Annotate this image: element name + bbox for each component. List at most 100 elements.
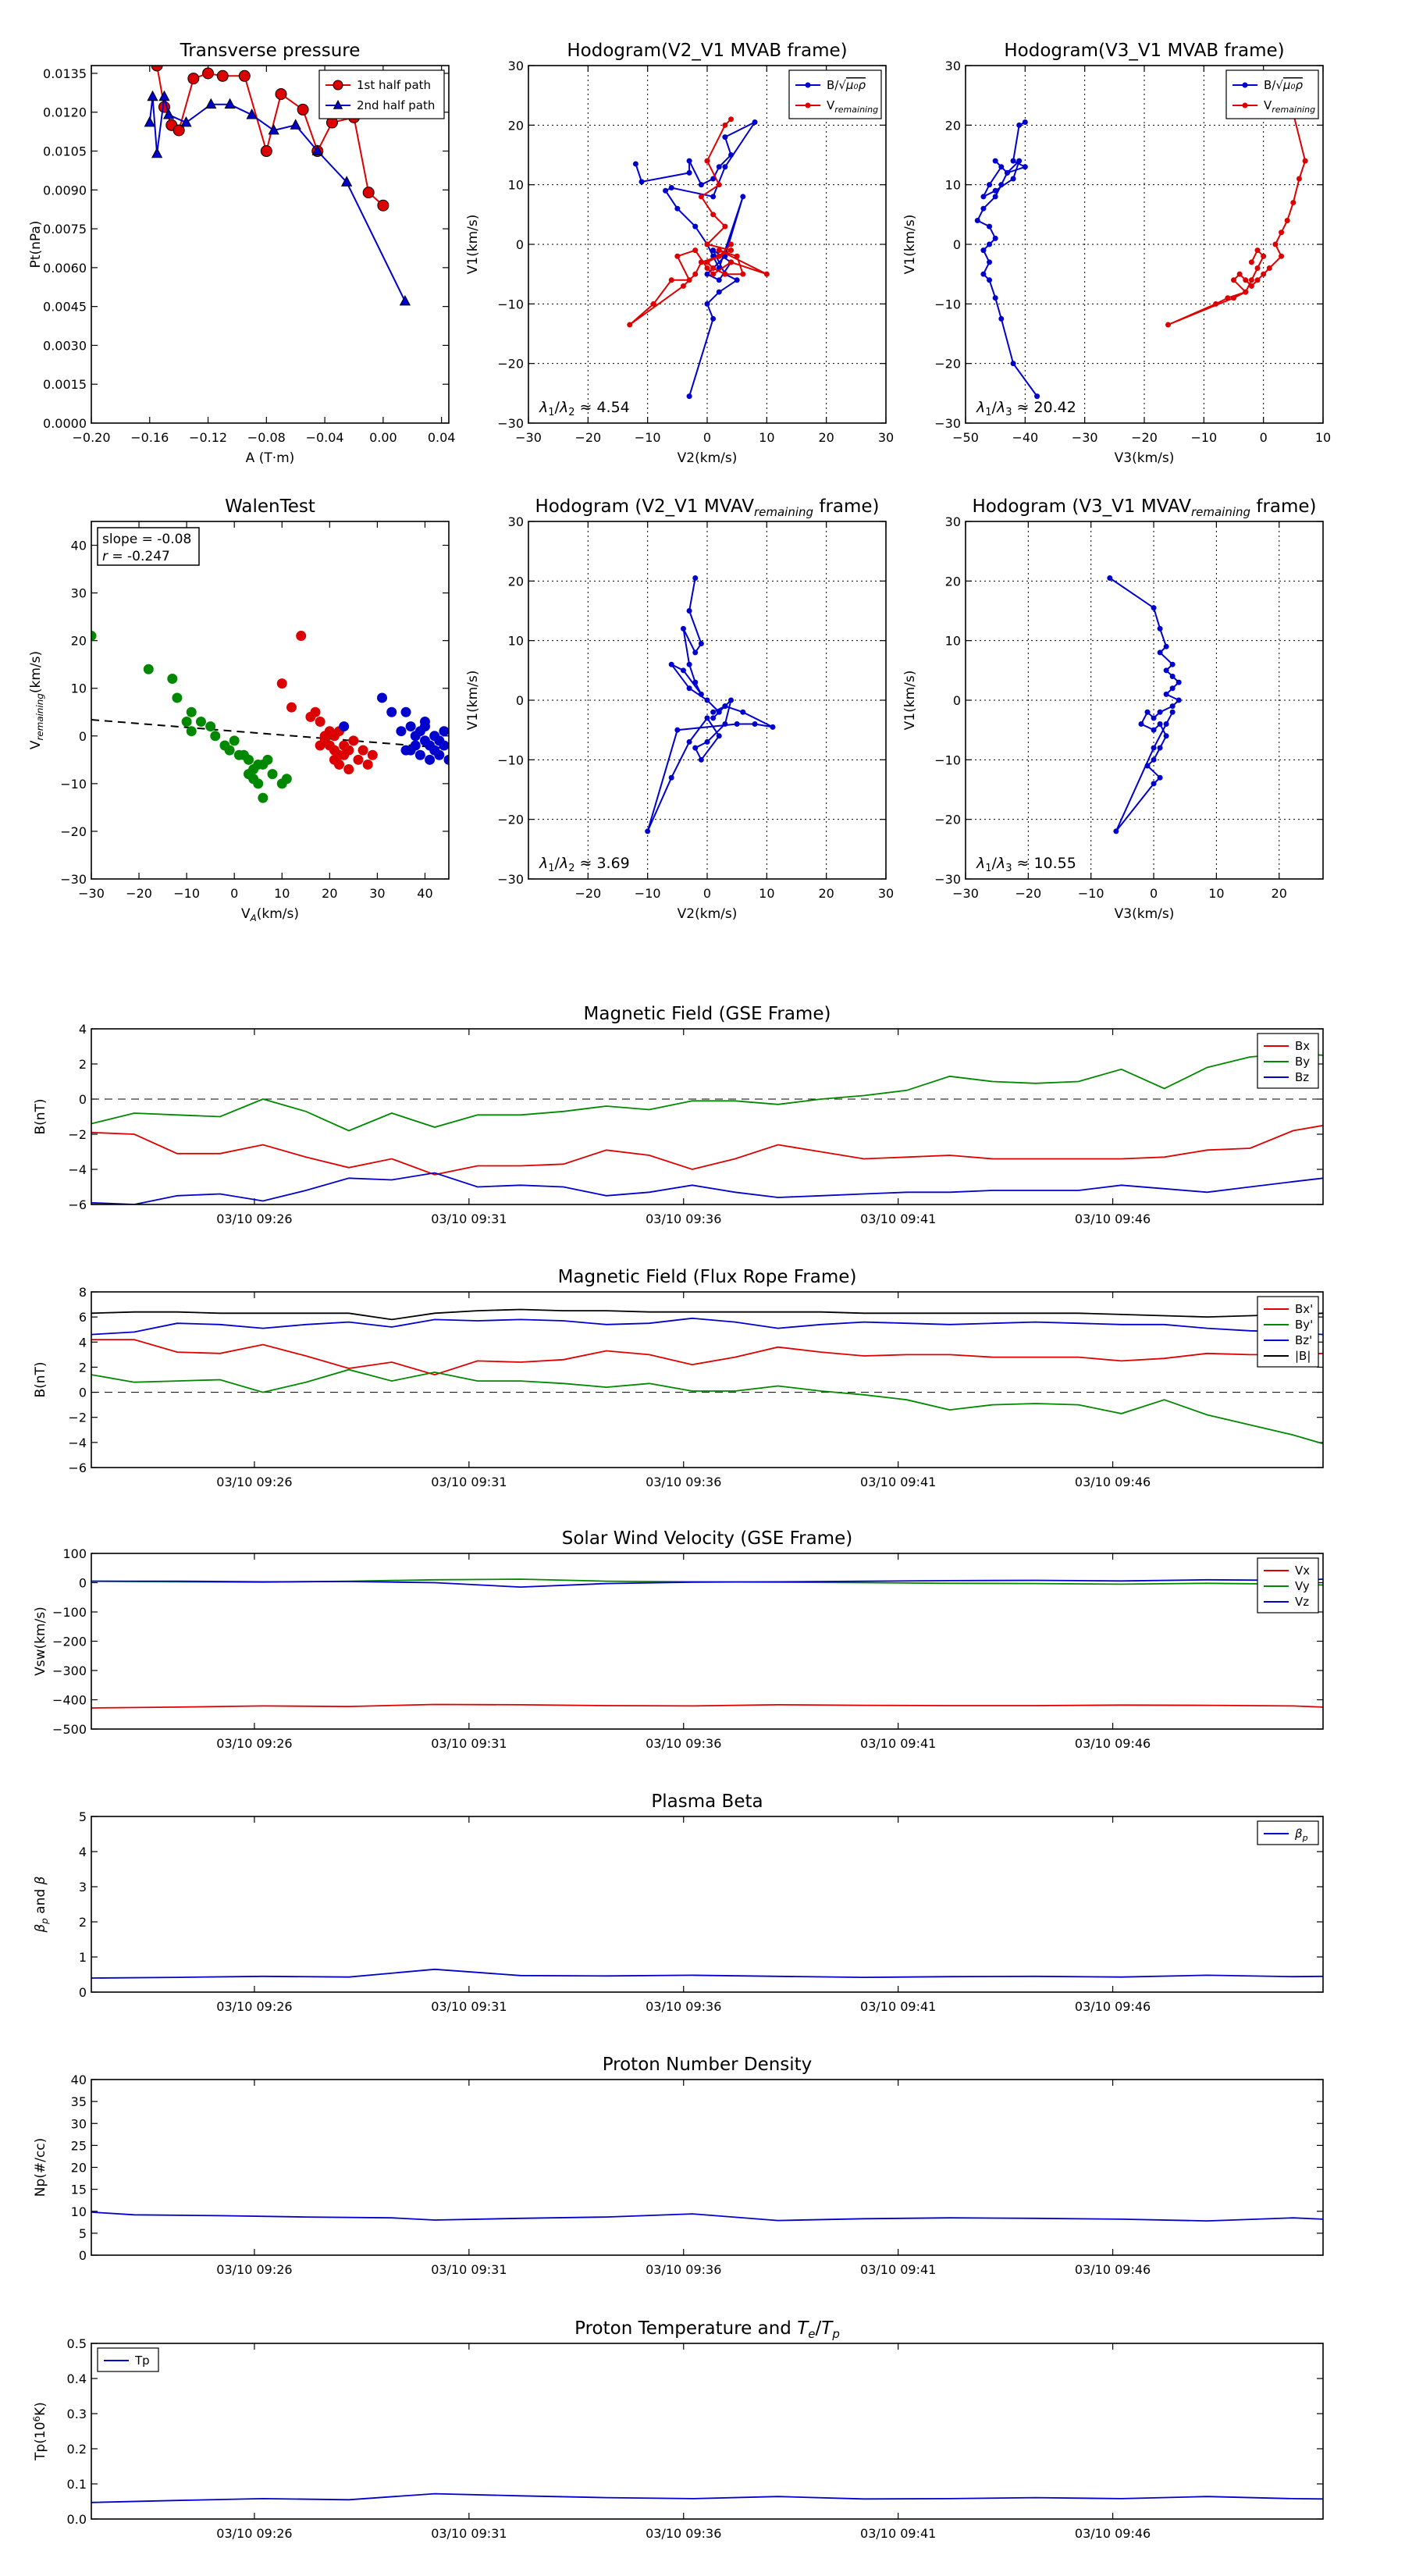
data-point — [987, 277, 993, 283]
data-point — [343, 745, 354, 756]
data-point — [1163, 643, 1169, 649]
y-tick-label: −100 — [52, 1605, 87, 1620]
x-tick-label: −20 — [126, 886, 152, 901]
axis-label: V1(km/s) — [465, 215, 481, 275]
y-tick-label: 8 — [79, 1285, 87, 1300]
series-line — [91, 2492, 1323, 2503]
data-point — [1144, 709, 1151, 715]
data-point — [1034, 393, 1040, 400]
legend: B/√μ₀ρ Vremaining — [1225, 69, 1319, 119]
series-Np — [91, 2211, 1323, 2222]
y-tick-label: −400 — [52, 1693, 87, 1708]
data-point — [181, 716, 192, 727]
chart-title: WalenTest — [225, 496, 315, 517]
series-B — [632, 119, 758, 400]
x-tick-label: −20 — [574, 430, 601, 445]
data-point — [734, 277, 740, 283]
data-point — [627, 322, 633, 328]
data-point — [686, 738, 692, 745]
x-tick-label: 03/10 09:31 — [431, 1212, 507, 1226]
data-point — [205, 721, 216, 732]
y-tick-label: 0.0120 — [43, 105, 87, 120]
data-point — [297, 103, 309, 116]
plot-frame — [91, 1028, 1324, 1205]
series-B — [974, 119, 1040, 400]
data-point — [1254, 265, 1261, 272]
data-point — [1236, 271, 1243, 277]
x-tick-label: 03/10 09:31 — [431, 2262, 507, 2277]
data-point — [1010, 158, 1016, 164]
legend-label: Vy — [1295, 1579, 1310, 1593]
eigenvalue-ratio-annotation: λ1/λ2 ≈ 4.54 — [539, 399, 630, 418]
plot-area — [91, 2211, 1323, 2222]
series-line — [976, 121, 1038, 397]
chart-title: Hodogram(V3_V1 MVAB frame) — [1004, 41, 1284, 61]
y-tick-label: 0.2 — [67, 2442, 87, 2457]
y-tick-label: 30 — [508, 514, 524, 529]
y-tick-label: 0.0030 — [43, 338, 87, 353]
series-Vx — [91, 1703, 1323, 1709]
data-point — [1290, 200, 1297, 206]
data-point — [710, 265, 717, 272]
data-point — [1151, 745, 1157, 751]
data-point — [1022, 119, 1028, 126]
data-point — [362, 187, 375, 199]
x-tick-label: 30 — [369, 886, 385, 901]
data-point — [1254, 277, 1261, 283]
data-point — [716, 289, 722, 295]
y-tick-label: −10 — [934, 297, 961, 311]
y-tick-label: 2 — [79, 1360, 87, 1375]
y-tick-label: −30 — [497, 416, 524, 431]
legend: 1st half path 2nd half path — [318, 69, 445, 119]
data-point — [172, 692, 183, 703]
data-point — [728, 241, 735, 247]
y-tick-label: 0 — [953, 237, 961, 252]
data-point — [399, 294, 411, 306]
x-tick-label: 10 — [1208, 886, 1224, 901]
legend-label: B/√μ₀ρ — [1264, 78, 1303, 92]
y-tick-label: −2 — [68, 1127, 87, 1142]
y-tick-label: 0 — [79, 1985, 87, 2000]
x-tick-label: 03/10 09:41 — [860, 1212, 936, 1226]
legend-label: Vx — [1295, 1564, 1310, 1578]
chart-title: Magnetic Field (GSE Frame) — [584, 1004, 831, 1024]
data-point — [425, 754, 436, 765]
data-point — [998, 315, 1005, 322]
chart-p4: WalenTest −30 −20 −10 0 10 20 30 40 −30 −20 −10 0 10 2… — [28, 496, 450, 923]
data-point — [1296, 176, 1302, 182]
series-line — [91, 1317, 1323, 1336]
data-point — [680, 667, 686, 674]
data-point — [339, 721, 350, 732]
x-tick-label: −50 — [952, 430, 979, 445]
x-tick-label: 03/10 09:41 — [860, 1475, 936, 1489]
data-point — [315, 716, 325, 727]
x-tick-label: 30 — [878, 886, 894, 901]
chart-p10: Plasma Beta 03/10 09:26 03/10 09:31 03/10 0… — [33, 1791, 1324, 2014]
data-point — [311, 144, 323, 155]
data-point — [992, 194, 998, 200]
data-point — [1022, 164, 1028, 170]
data-point — [1243, 289, 1249, 295]
data-point — [187, 73, 200, 85]
y-tick-label: 30 — [508, 59, 524, 73]
data-point — [1010, 176, 1016, 182]
legend-label: Bx' — [1295, 1302, 1313, 1316]
chart-title: Proton Number Density — [603, 2055, 813, 2075]
data-point — [1157, 625, 1163, 632]
y-tick-label: 0.0000 — [43, 416, 87, 431]
data-point — [722, 703, 728, 710]
x-tick-label: −0.08 — [247, 430, 286, 445]
data-point — [439, 740, 449, 751]
plot-area — [91, 1308, 1323, 1445]
y-tick-label: 0.0075 — [43, 222, 87, 237]
data-point — [987, 241, 993, 247]
data-point — [728, 259, 735, 265]
data-point — [686, 277, 692, 283]
y-tick-label: −10 — [497, 297, 524, 311]
series-By — [91, 1052, 1323, 1132]
data-point — [716, 164, 722, 170]
plot-frame — [528, 521, 887, 880]
plot-area — [645, 575, 776, 834]
axis-label: Vsw(km/s) — [33, 1606, 48, 1676]
series-Vremaining — [1165, 110, 1308, 328]
